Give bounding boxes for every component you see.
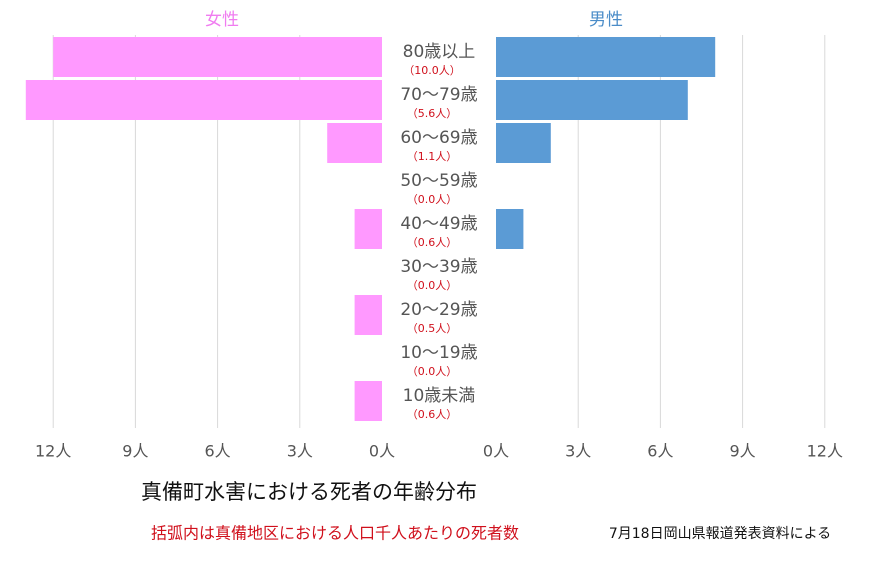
x-tick-label: 12人 bbox=[35, 442, 71, 461]
bar bbox=[354, 381, 382, 421]
bar bbox=[354, 209, 382, 249]
rate-label: （5.6人） bbox=[407, 107, 458, 120]
chart-title: 真備町水害における死者の年齢分布 bbox=[141, 480, 477, 504]
note: 括弧内は真備地区における人口千人あたりの死者数 bbox=[151, 524, 519, 543]
bar bbox=[25, 80, 383, 120]
category-label: 20〜29歳 bbox=[400, 300, 477, 320]
bar bbox=[53, 37, 382, 77]
category-label: 50〜59歳 bbox=[400, 171, 477, 191]
rate-label: （0.0人） bbox=[407, 279, 458, 292]
category-label: 10歳未満 bbox=[403, 386, 476, 406]
legend-label: 女性 bbox=[205, 10, 239, 30]
bar bbox=[354, 295, 382, 335]
category-label: 70〜79歳 bbox=[400, 85, 477, 105]
x-tick-label: 6人 bbox=[205, 442, 231, 461]
bar bbox=[496, 80, 688, 120]
rate-label: （0.5人） bbox=[407, 322, 458, 335]
category-label: 40〜49歳 bbox=[400, 214, 477, 234]
category-label: 10〜19歳 bbox=[400, 343, 477, 363]
rate-label: （0.6人） bbox=[407, 236, 458, 249]
category-label: 80歳以上 bbox=[403, 42, 476, 62]
bar bbox=[496, 37, 716, 77]
rate-label: （0.6人） bbox=[407, 408, 458, 421]
bar bbox=[496, 123, 551, 163]
rate-label: （0.0人） bbox=[407, 193, 458, 206]
rate-label: （0.0人） bbox=[407, 365, 458, 378]
category-label: 30〜39歳 bbox=[400, 257, 477, 277]
bar bbox=[327, 123, 382, 163]
source: 7月18日岡山県報道発表資料による bbox=[609, 526, 831, 542]
x-tick-label: 9人 bbox=[730, 442, 756, 461]
x-tick-label: 0人 bbox=[369, 442, 395, 461]
rate-label: （1.1人） bbox=[407, 150, 458, 163]
rate-label: （10.0人） bbox=[403, 64, 461, 77]
x-tick-label: 12人 bbox=[807, 442, 843, 461]
x-tick-label: 0人 bbox=[483, 442, 509, 461]
category-label: 60〜69歳 bbox=[400, 128, 477, 148]
x-tick-label: 9人 bbox=[122, 442, 148, 461]
x-tick-label: 3人 bbox=[565, 442, 591, 461]
x-tick-label: 6人 bbox=[647, 442, 673, 461]
legend-label: 男性 bbox=[589, 10, 623, 30]
x-tick-label: 3人 bbox=[287, 442, 313, 461]
bar bbox=[496, 209, 524, 249]
